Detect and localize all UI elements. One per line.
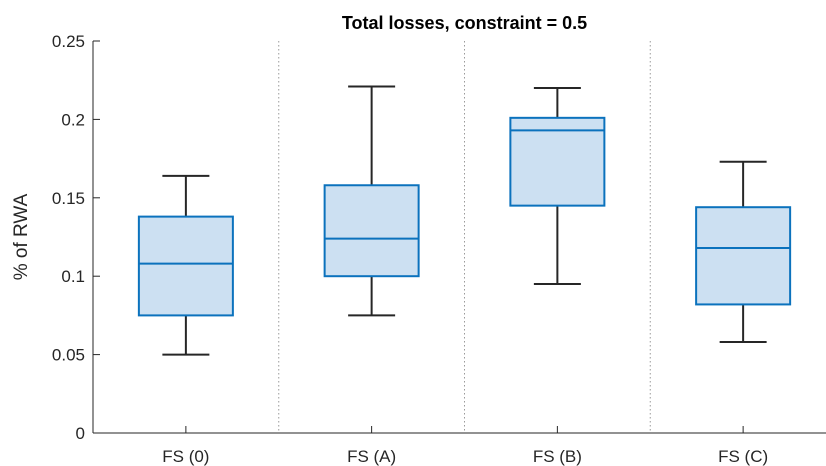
y-tick-label: 0.05 [52, 346, 85, 365]
box-iqr [509, 116, 606, 207]
y-tick-label: 0.1 [61, 267, 85, 286]
x-tick-label: FS (C) [718, 447, 768, 466]
y-tick-label: 0.25 [52, 32, 85, 51]
y-tick-label: 0.15 [52, 189, 85, 208]
plot-area: 0 0.05 0.1 0.15 0.2 0.25 FS (0) FS (A) FS (B) FS … [52, 32, 826, 466]
y-tick-label: 0.2 [61, 110, 85, 129]
box-iqr [323, 184, 420, 278]
y-axis-label: % of RWA [11, 193, 32, 280]
x-tick-label: FS (B) [533, 447, 582, 466]
box-iqr [695, 206, 792, 306]
y-tick-label: 0 [76, 424, 85, 443]
x-tick-label: FS (0) [162, 447, 209, 466]
chart-title: Total losses, constraint = 0.5 [342, 13, 587, 33]
box-iqr [137, 215, 234, 317]
x-tick-label: FS (A) [347, 447, 396, 466]
